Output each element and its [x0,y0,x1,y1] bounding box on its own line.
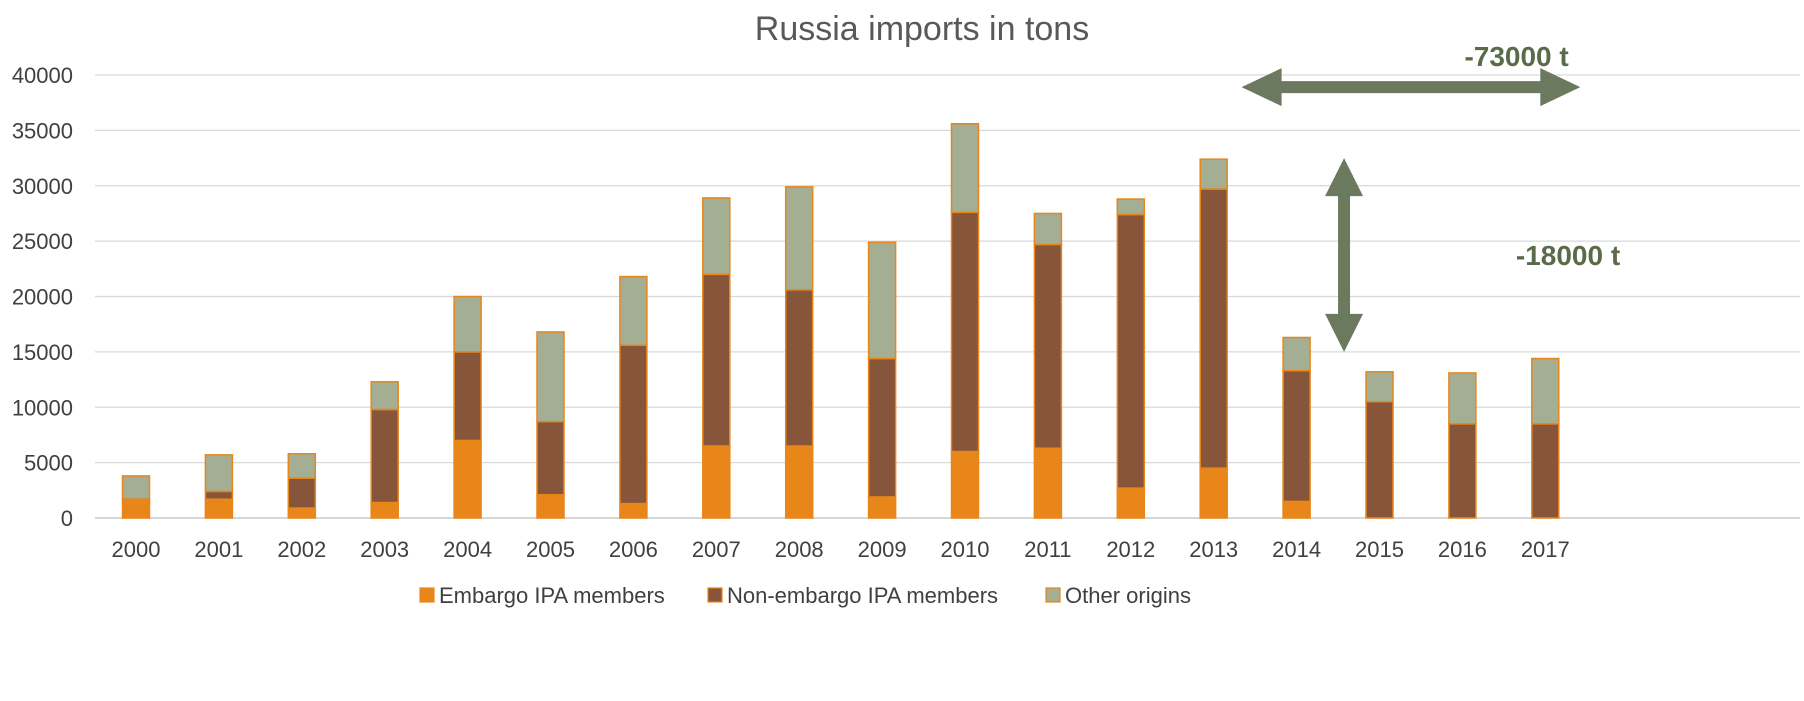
bar-segment [702,273,731,447]
legend-swatch [419,587,435,603]
x-tick-label: 2014 [1272,537,1321,562]
x-tick-label: 2005 [526,537,575,562]
legend-label: Other origins [1065,583,1191,608]
bar-segment [950,450,980,519]
bar-segment [370,381,399,411]
annotations: -73000 t -18000 t [1241,41,1620,352]
bar-segment [950,122,980,214]
legend-item: Other origins [1045,583,1191,608]
bar-segment [1116,487,1146,519]
bar-segment [1199,158,1228,190]
x-tick-label: 2015 [1355,537,1404,562]
bar-segment [370,501,399,519]
bar-segment [121,498,151,519]
x-tick-label: 2010 [941,537,990,562]
x-tick-label: 2017 [1521,537,1570,562]
bar-segment [867,357,897,498]
y-tick-label: 15000 [12,340,73,365]
x-tick-label: 2002 [277,537,326,562]
bar-segment [1199,467,1228,519]
bar-segment [867,241,897,360]
x-tick-label: 2009 [858,537,907,562]
x-tick-label: 2004 [443,537,492,562]
legend-label: Embargo IPA members [439,583,665,608]
annotation-label: -73000 t [1464,41,1568,72]
bar-segment [536,420,565,496]
bar-segment [702,197,731,276]
bar-segment [287,453,317,479]
bar-segment [702,445,731,519]
bar-segment [1033,243,1063,449]
bar-segment [370,408,399,504]
legend-swatch [1045,587,1061,603]
x-tick-label: 2016 [1438,537,1487,562]
bar-segment [1365,400,1394,519]
y-tick-label: 10000 [12,395,73,420]
bar-segment [1448,423,1477,519]
y-tick-label: 40000 [12,63,73,88]
y-tick-label: 25000 [12,229,73,254]
bar-segment [1199,188,1228,469]
vertical-double-arrow [1325,158,1364,352]
y-tick-label: 20000 [12,285,73,310]
bar-segment [784,186,814,291]
bar-segment [287,477,317,509]
bar-segment [1448,372,1477,425]
x-tick-label: 2003 [360,537,409,562]
bar-segment [1033,212,1063,246]
bar-segment [619,344,648,505]
x-tick-label: 2007 [692,537,741,562]
y-tick-label: 30000 [12,174,73,199]
legend-item: Non-embargo IPA members [707,583,998,608]
legend-label: Non-embargo IPA members [727,583,998,608]
legend-item: Embargo IPA members [419,583,665,608]
bar-segment [453,439,482,519]
y-axis-ticks: 0 5000 10000 15000 20000 25000 30000 35000 40000 [12,63,73,531]
bars [121,122,1560,519]
bar-segment [619,275,648,346]
bar-segment [1531,357,1560,425]
chart-title: Russia imports in tons [755,10,1089,48]
horizontal-double-arrow [1241,68,1581,107]
bar-segment [1116,198,1146,216]
bar-segment [1033,447,1063,519]
bar-segment [784,445,814,519]
bar-segment [1282,369,1311,503]
bar-segment [536,493,565,519]
x-tick-label: 2013 [1189,537,1238,562]
legend: Embargo IPA members Non-embargo IPA membe… [419,583,1191,608]
y-tick-label: 35000 [12,118,73,143]
bar-segment [1365,371,1394,403]
bar-segment [950,211,980,453]
bar-segment [1282,336,1311,372]
bar-segment [1282,500,1311,519]
x-tick-label: 2006 [609,537,658,562]
bar-segment [867,496,897,519]
bar-segment [121,475,151,500]
x-tick-label: 2000 [112,537,161,562]
x-tick-label: 2012 [1106,537,1155,562]
bar-segment [1531,423,1560,519]
y-tick-label: 5000 [24,451,73,476]
bar-segment [1116,213,1146,489]
x-tick-label: 2011 [1024,537,1071,562]
bar-segment [453,351,482,442]
x-tick-label: 2008 [775,537,824,562]
annotation-label: -18000 t [1516,240,1620,271]
bar-segment [204,498,234,519]
bar-segment [204,490,234,500]
x-axis-ticks: 2000 2001 2002 2003 2004 2005 2006 2007 2008 2009… [112,537,1570,562]
legend-swatch [707,587,723,603]
bar-segment [784,289,814,447]
bar-segment [204,454,234,493]
bar-segment [536,331,565,423]
bar-segment [287,507,317,519]
bar-segment [453,295,482,353]
y-tick-label: 0 [61,506,73,531]
x-tick-label: 2001 [194,537,243,562]
bar-segment [619,502,648,519]
